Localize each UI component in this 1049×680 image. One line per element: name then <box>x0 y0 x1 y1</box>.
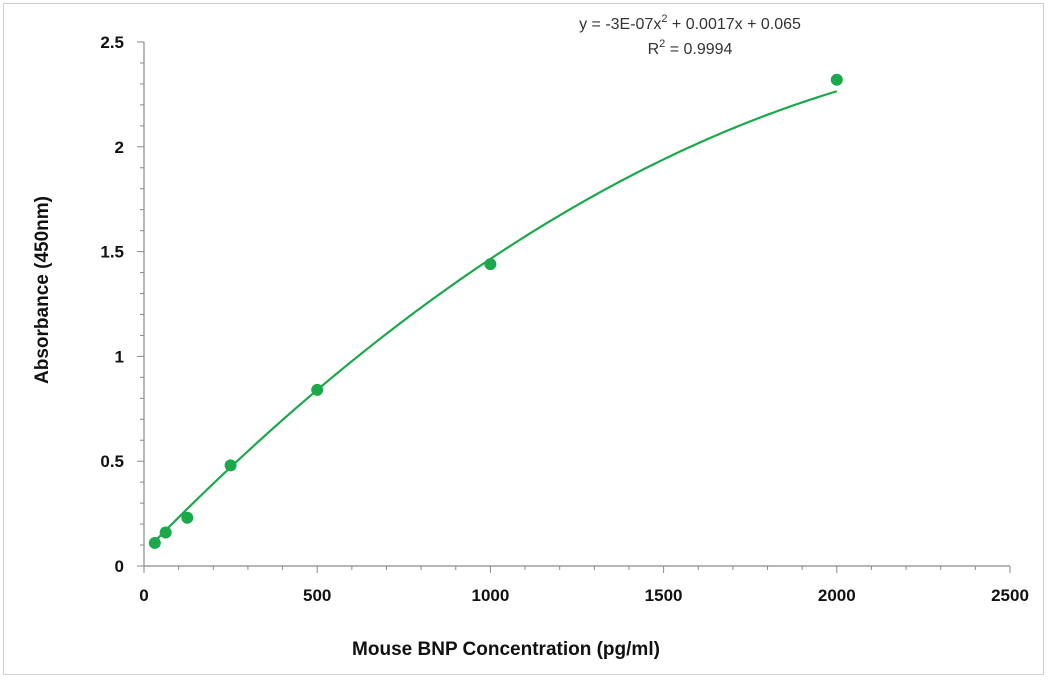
y-tick-label: 2.5 <box>100 33 124 52</box>
data-points <box>148 73 843 549</box>
data-point <box>181 511 194 524</box>
axis-ticks <box>137 41 1011 573</box>
tick-labels: 0 500 1000 1500 2000 2500 0 0.5 1 1.5 2 2.5 <box>100 33 1029 605</box>
x-tick-label: 500 <box>303 586 331 605</box>
data-point <box>830 73 843 86</box>
trendline-equation: y = -3E-07x2 + 0.0017x + 0.065 <box>579 13 801 33</box>
data-point <box>224 459 237 472</box>
data-point <box>484 258 497 271</box>
y-tick-label: 2 <box>115 138 124 157</box>
x-axis-title: Mouse BNP Concentration (pg/ml) <box>352 639 660 660</box>
data-point <box>311 383 324 396</box>
data-point <box>148 536 161 549</box>
r-squared-label: R2 = 0.9994 <box>648 38 733 58</box>
x-tick-label: 1500 <box>645 586 683 605</box>
x-tick-label: 2500 <box>991 586 1029 605</box>
trendline <box>154 90 838 543</box>
y-axis-title: Absorbance (450nm) <box>32 196 53 384</box>
x-tick-label: 2000 <box>818 586 856 605</box>
y-tick-label: 0 <box>115 557 124 576</box>
data-point <box>159 526 172 539</box>
y-tick-label: 0.5 <box>100 452 124 471</box>
x-tick-label: 0 <box>139 586 148 605</box>
y-tick-label: 1.5 <box>100 243 124 262</box>
chart-frame <box>3 3 1044 675</box>
axes <box>143 42 1010 567</box>
y-tick-label: 1 <box>115 347 124 366</box>
x-tick-label: 1000 <box>471 586 509 605</box>
